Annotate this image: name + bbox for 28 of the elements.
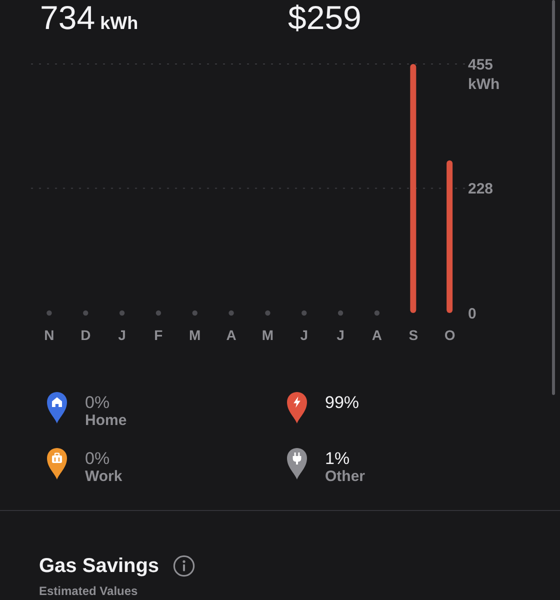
- category-label: Home: [85, 412, 127, 429]
- y-tick-label: 228: [468, 180, 494, 198]
- data-label: 1%: [325, 449, 350, 468]
- data-label: 0%: [85, 449, 110, 468]
- x-tick-label: O: [444, 326, 456, 343]
- x-tick-label: A: [372, 326, 382, 343]
- x-tick-label: F: [154, 326, 164, 343]
- text: 734: [40, 0, 96, 36]
- text: kWh: [100, 12, 138, 35]
- y-tick-label: 455: [468, 56, 494, 74]
- x-tick-label: S: [408, 326, 418, 343]
- data-label: 0%: [85, 393, 110, 412]
- x-tick-label: A: [226, 326, 236, 343]
- text: Estimated Values: [39, 584, 138, 598]
- y-axis-title: kWh: [468, 76, 500, 93]
- text: $259: [288, 0, 362, 36]
- category-label: Work: [85, 468, 122, 485]
- x-tick-label: J: [300, 326, 308, 343]
- x-tick-label: N: [44, 326, 54, 343]
- x-tick-label: D: [80, 326, 91, 343]
- x-tick-label: J: [118, 326, 126, 343]
- x-tick-label: M: [262, 326, 274, 343]
- data-label: 99%: [325, 393, 360, 412]
- x-tick-label: M: [189, 326, 201, 343]
- y-tick-label: 0: [468, 305, 476, 322]
- category-label: Other: [325, 468, 366, 485]
- x-tick-label: J: [336, 326, 344, 343]
- text: Gas Savings: [39, 554, 160, 578]
